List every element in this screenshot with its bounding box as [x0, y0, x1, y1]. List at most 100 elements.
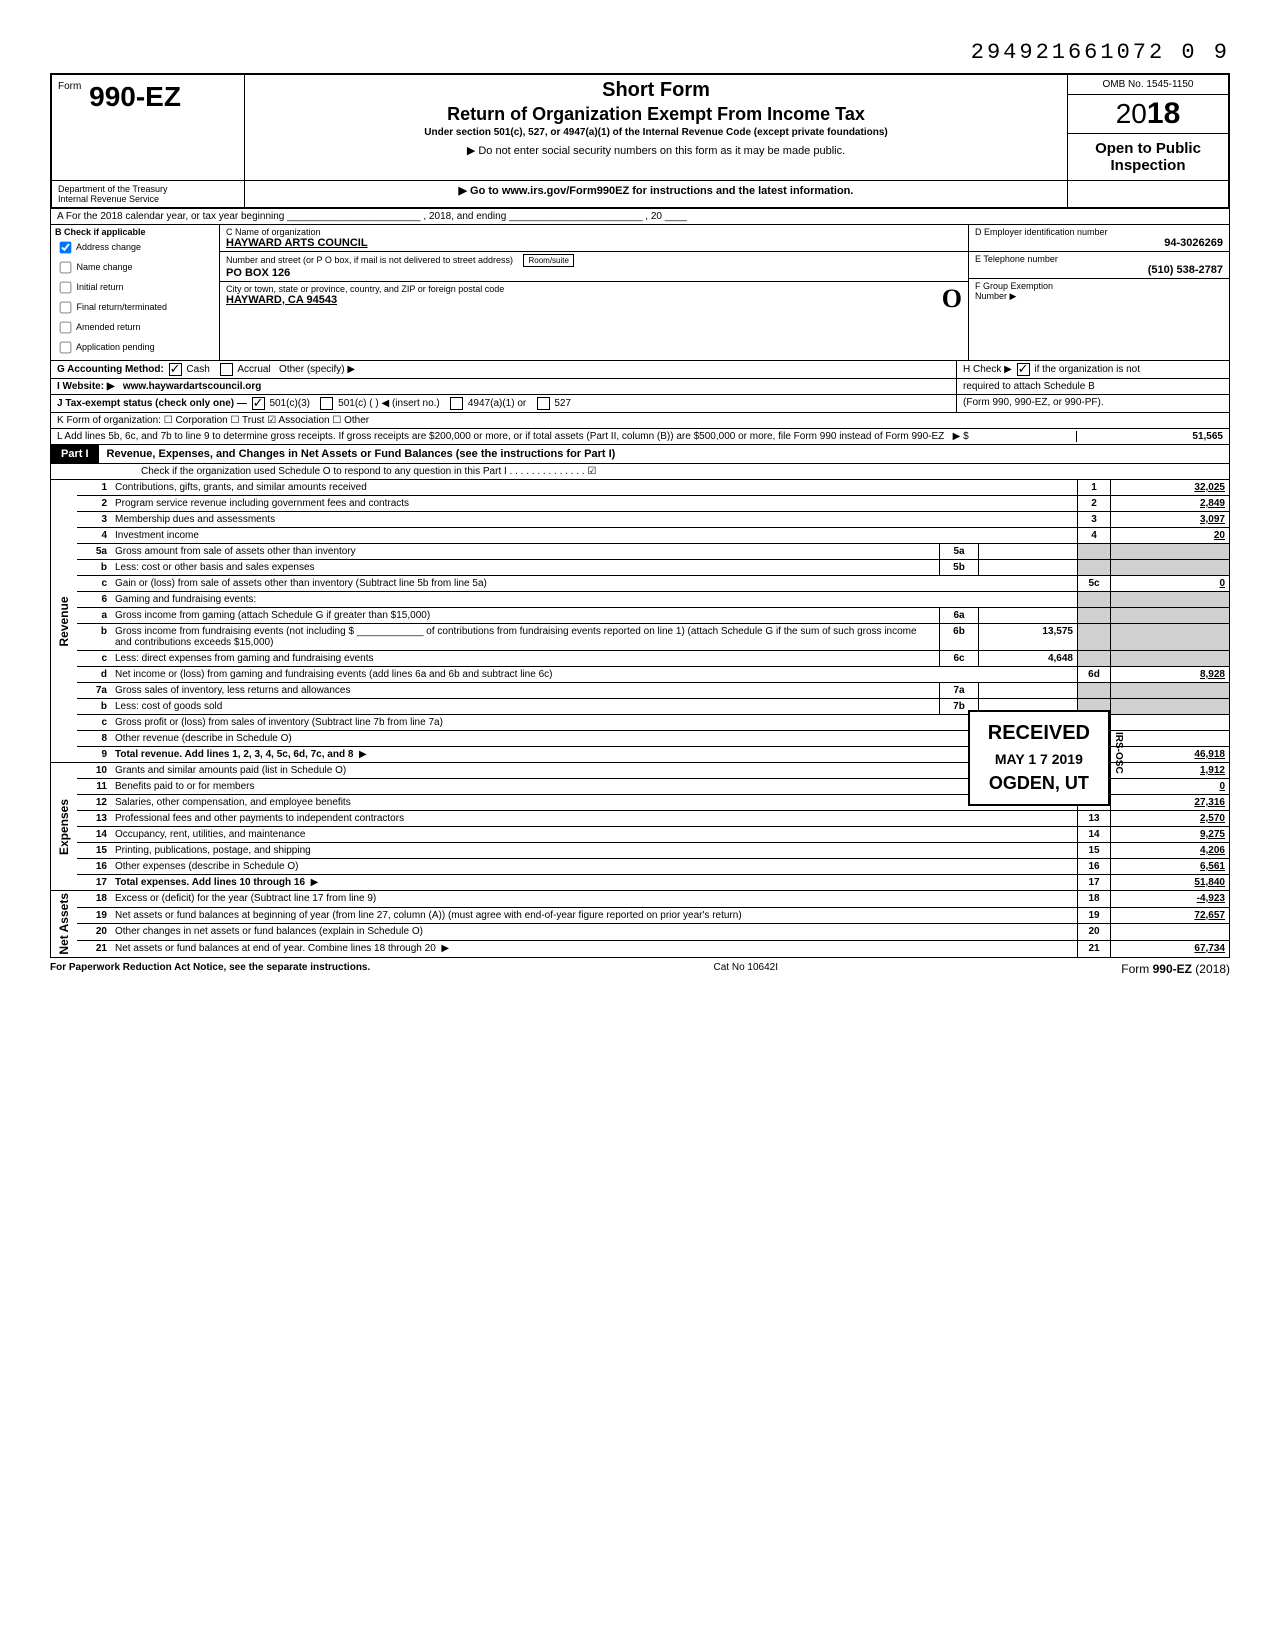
- ln-7c-amt: [1111, 715, 1230, 731]
- ln-6b-subamt: 13,575: [979, 624, 1078, 651]
- year-big: 18: [1147, 97, 1180, 130]
- ln-6b-box: 6b: [940, 624, 979, 651]
- addr-field: Number and street (or P O box, if mail i…: [220, 252, 968, 282]
- file-number: 294921661072 0 9: [50, 40, 1230, 65]
- ln-21-desc: Net assets or fund balances at end of ye…: [115, 943, 436, 954]
- footer-right-post: (2018): [1192, 962, 1230, 976]
- h-label: H Check ▶: [963, 364, 1012, 375]
- check-final-return[interactable]: Final return/terminated: [55, 298, 215, 317]
- footer-right: Form 990-EZ (2018): [1121, 962, 1230, 976]
- ln-18-desc: Excess or (deficit) for the year (Subtra…: [115, 893, 376, 904]
- ln-5a-num: 5a: [77, 544, 111, 560]
- ln-9-desc: Total revenue. Add lines 1, 2, 3, 4, 5c,…: [115, 749, 353, 760]
- row-G: G Accounting Method: Cash Accrual Other …: [50, 361, 1230, 379]
- ln-6a-num: a: [77, 608, 111, 624]
- lbl-address-change: Address change: [76, 242, 141, 252]
- check-accrual[interactable]: [220, 363, 233, 376]
- ln-7a-box: 7a: [940, 683, 979, 699]
- stamp-location: OGDEN, UT: [988, 773, 1090, 794]
- ln-7a-desc: Gross sales of inventory, less returns a…: [115, 685, 350, 696]
- footer: For Paperwork Reduction Act Notice, see …: [50, 962, 1230, 976]
- check-cash[interactable]: [169, 363, 182, 376]
- ln-2-amt: 2,849: [1111, 496, 1230, 512]
- ln-8-desc: Other revenue (describe in Schedule O): [115, 733, 292, 744]
- lbl-pending: Application pending: [76, 342, 155, 352]
- row-A: A For the 2018 calendar year, or tax yea…: [50, 209, 1230, 225]
- check-application-pending[interactable]: Application pending: [55, 338, 215, 357]
- ln-6c-box: 6c: [940, 651, 979, 667]
- ln-6c-desc: Less: direct expenses from gaming and fu…: [115, 653, 373, 664]
- check-527[interactable]: [537, 397, 550, 410]
- part1-title: Revenue, Expenses, and Changes in Net As…: [99, 445, 1229, 463]
- ln-4-amt: 20: [1111, 528, 1230, 544]
- website: www.haywardartscouncil.org: [123, 381, 262, 392]
- form-title-cell: Short Form Return of Organization Exempt…: [245, 75, 1068, 180]
- ein-field: D Employer identification number 94-3026…: [969, 225, 1229, 252]
- ln-5c-desc: Gain or (loss) from sale of assets other…: [115, 578, 487, 589]
- check-501c3[interactable]: [252, 397, 265, 410]
- ln-20-amt: [1111, 924, 1230, 941]
- ln-5a-box: 5a: [940, 544, 979, 560]
- ln-3-num: 3: [77, 512, 111, 528]
- ln-5c-num: c: [77, 576, 111, 592]
- form-prefix: Form: [58, 81, 81, 92]
- ln-20-desc: Other changes in net assets or fund bala…: [115, 926, 423, 937]
- ln-3-amt: 3,097: [1111, 512, 1230, 528]
- ln-16-amt: 6,561: [1111, 859, 1230, 875]
- check-schedB[interactable]: [1017, 363, 1030, 376]
- ln-10-amt: 1,912: [1111, 763, 1230, 779]
- ln-8-num: 8: [77, 731, 111, 747]
- year-prefix: 20: [1116, 98, 1147, 129]
- ln-19-amt: 72,657: [1111, 907, 1230, 924]
- ln-18-amt: -4,923: [1111, 891, 1230, 908]
- lbl-other: Other (specify) ▶: [279, 364, 355, 375]
- ln-14-amt: 9,275: [1111, 827, 1230, 843]
- ln-11-amt: 0: [1111, 779, 1230, 795]
- sec-netassets: Net Assets: [51, 891, 78, 958]
- stamp-received: RECEIVED: [988, 722, 1090, 745]
- ln-15-amt: 4,206: [1111, 843, 1230, 859]
- check-amended-return[interactable]: Amended return: [55, 318, 215, 337]
- ln-17-arrow: ▶: [311, 877, 319, 888]
- org-name-field: C Name of organization HAYWARD ARTS COUN…: [220, 225, 968, 252]
- ln-6a-desc: Gross income from gaming (attach Schedul…: [115, 610, 430, 621]
- org-addr: PO BOX 126: [226, 267, 290, 279]
- ln-3-desc: Membership dues and assessments: [115, 514, 275, 525]
- l-amount: 51,565: [1076, 431, 1223, 442]
- ln-6c-num: c: [77, 651, 111, 667]
- ln-14-desc: Occupancy, rent, utilities, and maintena…: [115, 829, 305, 840]
- lbl-501c: 501(c) ( ) ◀ (insert no.): [338, 398, 440, 409]
- footer-right-form: 990-EZ: [1153, 962, 1192, 976]
- lbl-initial: Initial return: [77, 282, 124, 292]
- ln-7b-num: b: [77, 699, 111, 715]
- grp-number: Number ▶: [975, 291, 1016, 301]
- ln-6-num: 6: [77, 592, 111, 608]
- ln-13-desc: Professional fees and other payments to …: [115, 813, 404, 824]
- ln-8-amt: [1111, 731, 1230, 747]
- ln-6-desc: Gaming and fundraising events:: [115, 594, 256, 605]
- lbl-accrual: Accrual: [237, 364, 270, 375]
- col-DEF: D Employer identification number 94-3026…: [969, 225, 1229, 360]
- ln-11-desc: Benefits paid to or for members: [115, 781, 255, 792]
- ln-16-desc: Other expenses (describe in Schedule O): [115, 861, 298, 872]
- ln-7c-desc: Gross profit or (loss) from sales of inv…: [115, 717, 443, 728]
- ln-6a-subamt: [979, 608, 1078, 624]
- ln-17-desc: Total expenses. Add lines 10 through 16: [115, 877, 305, 888]
- i-label: I Website: ▶: [57, 381, 115, 392]
- check-name-change[interactable]: Name change: [55, 258, 215, 277]
- ln-5b-subamt: [979, 560, 1078, 576]
- ln-12-amt: 27,316: [1111, 795, 1230, 811]
- group-field: F Group Exemption Number ▶: [969, 279, 1229, 304]
- check-initial-return[interactable]: Initial return: [55, 278, 215, 297]
- check-4947[interactable]: [450, 397, 463, 410]
- check-501c[interactable]: [320, 397, 333, 410]
- form-number-cell: Form 990-EZ: [52, 75, 245, 180]
- check-address-change[interactable]: Address change: [55, 238, 215, 257]
- ln-9-arrow: ▶: [359, 749, 367, 760]
- section-BCDEF: B Check if applicable Address change Nam…: [50, 225, 1230, 361]
- ln-10-desc: Grants and similar amounts paid (list in…: [115, 765, 346, 776]
- ln-2-num: 2: [77, 496, 111, 512]
- ln-6a-box: 6a: [940, 608, 979, 624]
- l-text: L Add lines 5b, 6c, and 7b to line 9 to …: [57, 431, 944, 442]
- l-arrow: ▶ $: [953, 431, 969, 442]
